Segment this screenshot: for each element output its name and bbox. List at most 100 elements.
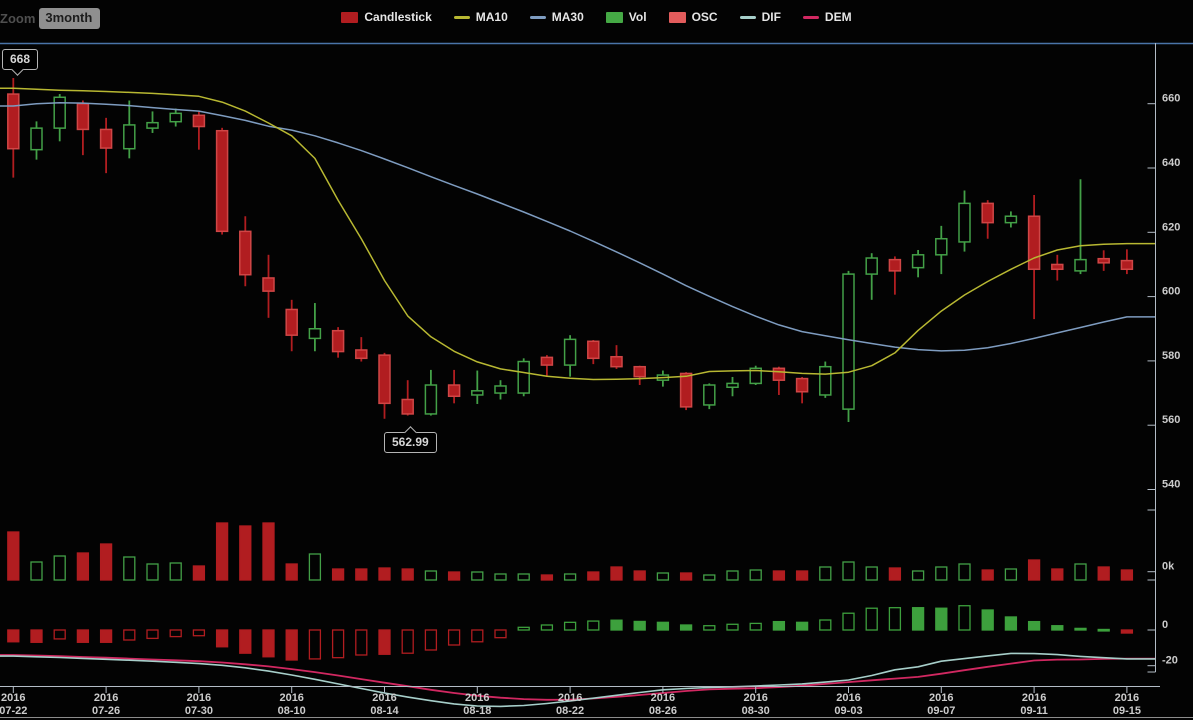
candle xyxy=(517,360,530,394)
legend-item-ma10[interactable]: MA10 xyxy=(453,10,508,24)
price-tick-label: 560 xyxy=(1162,414,1180,426)
volume-bar xyxy=(471,571,484,581)
price-pane[interactable] xyxy=(0,77,1155,422)
osc-bar xyxy=(401,629,414,654)
volume-bar xyxy=(1074,563,1087,581)
osc-bar xyxy=(633,620,646,631)
osc-bar xyxy=(911,607,925,631)
candle xyxy=(610,355,623,368)
volume-bar xyxy=(633,570,646,581)
legend-swatch-ma10-icon xyxy=(453,15,470,19)
legend-item-ma30[interactable]: MA30 xyxy=(529,10,584,24)
x-tick-date: 07-26 xyxy=(92,705,120,717)
candle xyxy=(53,96,66,129)
x-tick-date: 09-15 xyxy=(1113,705,1141,717)
candle xyxy=(842,273,855,410)
volume-bar xyxy=(355,568,368,581)
volume-bar xyxy=(679,572,693,581)
osc-bar xyxy=(7,629,20,643)
candle xyxy=(1027,215,1041,271)
legend-swatch-dif-icon xyxy=(739,15,756,19)
osc-bar xyxy=(935,607,948,631)
volume-bar xyxy=(610,566,623,581)
dif-line xyxy=(0,652,1155,708)
volume-tick-label: 0k xyxy=(1162,561,1175,573)
candle xyxy=(76,102,90,131)
legend-item-dem[interactable]: DEM xyxy=(802,10,852,24)
volume-bar xyxy=(981,569,994,581)
macd-tick-label: 0 xyxy=(1162,619,1168,631)
candle xyxy=(123,124,136,150)
candle xyxy=(1004,215,1018,224)
volume-bar xyxy=(30,561,43,581)
legend-item-osc[interactable]: OSC xyxy=(668,10,718,24)
volume-bar xyxy=(53,555,66,581)
osc-bar xyxy=(726,623,739,631)
volume-pane[interactable] xyxy=(7,522,1134,581)
legend-item-dif[interactable]: DIF xyxy=(739,10,781,24)
osc-bar xyxy=(1074,627,1087,631)
candle xyxy=(447,384,461,398)
x-tick-year: 2016 xyxy=(558,692,582,704)
x-tick-date: 08-22 xyxy=(556,705,584,717)
candle xyxy=(1097,257,1110,264)
volume-bar xyxy=(865,566,878,581)
osc-bar xyxy=(169,629,182,638)
candle xyxy=(587,340,600,360)
osc-bar xyxy=(679,624,693,631)
x-tick-date: 09-07 xyxy=(927,705,955,717)
osc-bar xyxy=(471,629,484,643)
ma30-line xyxy=(0,101,1155,352)
volume-bar xyxy=(958,563,971,581)
x-tick-date: 09-11 xyxy=(1020,705,1048,717)
osc-bar xyxy=(239,629,252,654)
osc-bar xyxy=(378,629,391,655)
candle xyxy=(355,349,368,360)
osc-bar xyxy=(1004,616,1018,631)
osc-bar xyxy=(563,621,577,631)
candle xyxy=(285,308,298,336)
osc-bar xyxy=(76,629,90,643)
osc-bar xyxy=(123,629,136,641)
legend-label: MA30 xyxy=(551,10,584,24)
legend-label: MA10 xyxy=(475,10,508,24)
legend-item-vol[interactable]: Vol xyxy=(605,10,647,24)
legend-item-candlestick[interactable]: Candlestick xyxy=(341,10,432,24)
candle xyxy=(192,114,206,128)
osc-bar xyxy=(53,629,66,640)
osc-bar xyxy=(587,620,600,631)
macd-pane[interactable] xyxy=(0,605,1155,708)
candle xyxy=(981,202,994,224)
x-tick-year: 2016 xyxy=(187,692,211,704)
osc-bar xyxy=(1097,628,1110,632)
osc-bar xyxy=(610,619,623,631)
legend-swatch-candlestick-icon xyxy=(341,11,359,23)
range-selector: Zoom 3month xyxy=(0,8,101,29)
x-tick-date: 07-30 xyxy=(185,705,213,717)
legend-swatch-dem-icon xyxy=(802,15,819,19)
volume-bar xyxy=(703,574,716,581)
volume-bar xyxy=(7,531,20,581)
x-tick-year: 2016 xyxy=(1,692,25,704)
candle xyxy=(494,385,507,394)
candle xyxy=(1074,258,1087,272)
volume-bar xyxy=(123,556,136,581)
volume-bar xyxy=(1120,569,1134,581)
x-tick-year: 2016 xyxy=(372,692,396,704)
volume-bar xyxy=(935,566,948,581)
legend-label: OSC xyxy=(691,10,718,24)
osc-bar xyxy=(772,620,786,631)
volume-bar xyxy=(819,566,832,581)
osc-bar xyxy=(447,629,461,646)
volume-bar xyxy=(888,567,902,581)
volume-bar xyxy=(772,570,786,581)
x-tick-year: 2016 xyxy=(929,692,953,704)
volume-bar xyxy=(563,573,577,581)
x-tick-year: 2016 xyxy=(94,692,118,704)
candle xyxy=(958,202,971,243)
tooltip-low-562: 562.99 xyxy=(384,426,437,453)
legend-label: DIF xyxy=(761,10,781,24)
range-button-3month[interactable]: 3month xyxy=(39,8,101,29)
osc-bar xyxy=(981,609,994,631)
